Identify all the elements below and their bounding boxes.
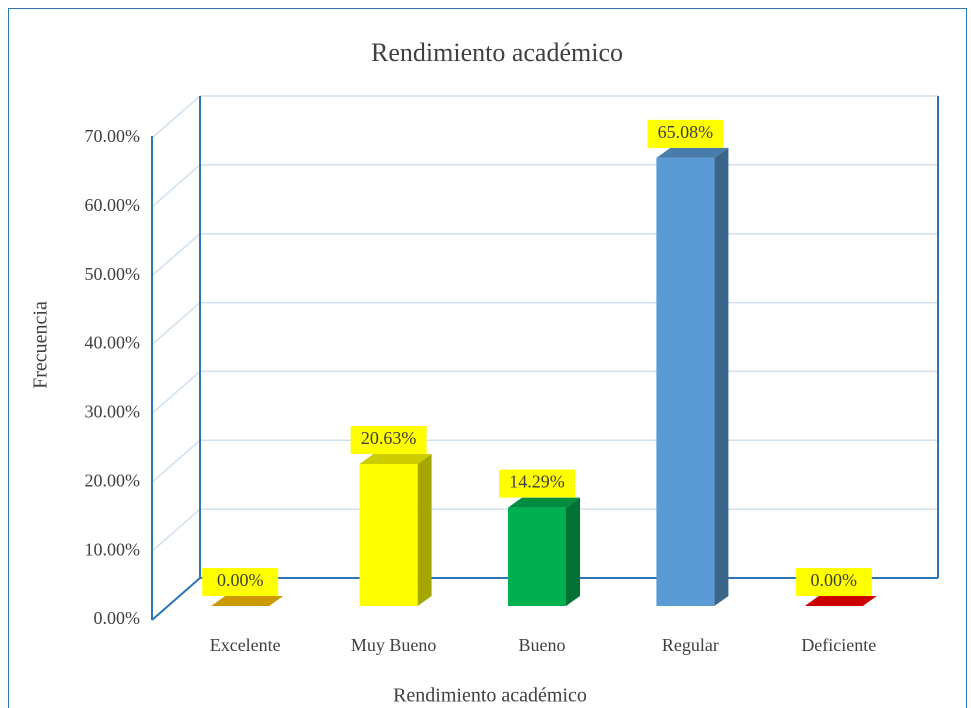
bar xyxy=(804,596,877,606)
bar-side xyxy=(417,453,432,606)
data-label: 0.00% xyxy=(217,570,264,590)
x-tick-label: Deficiente xyxy=(801,635,876,655)
data-label-box xyxy=(202,568,279,596)
x-tick-label: Regular xyxy=(662,635,719,655)
y-tick-label: 30.00% xyxy=(85,402,141,422)
bar-top xyxy=(359,453,432,464)
x-tick-label: Muy Bueno xyxy=(351,635,437,655)
bar-front xyxy=(508,507,566,606)
x-tick-label: Excelente xyxy=(210,635,281,655)
data-label: 65.08% xyxy=(658,122,714,142)
bar xyxy=(508,497,580,606)
data-label-box xyxy=(647,119,724,148)
bar-top xyxy=(656,147,729,158)
grid-line xyxy=(151,301,938,346)
y-tick-label: 50.00% xyxy=(85,264,141,284)
bar-top xyxy=(804,596,877,606)
grid-line xyxy=(151,164,938,208)
bar-side xyxy=(566,497,580,606)
axis-line xyxy=(151,577,201,621)
bar xyxy=(359,453,432,606)
bar-side xyxy=(714,147,729,606)
x-axis-label: Rendimiento académico xyxy=(393,685,587,707)
chart-frame xyxy=(8,8,967,708)
y-tick-label: 0.00% xyxy=(94,608,141,628)
bar-top xyxy=(211,596,284,606)
bar-top xyxy=(508,497,580,508)
y-tick-label: 60.00% xyxy=(85,195,141,215)
bar-front xyxy=(359,463,418,606)
y-axis-label: Frecuencia xyxy=(30,301,52,389)
data-label-box xyxy=(795,568,872,596)
bar xyxy=(656,147,729,606)
grid-line xyxy=(151,370,938,414)
data-label-box xyxy=(499,469,575,498)
grid-line xyxy=(151,95,938,139)
x-tick-label: Bueno xyxy=(519,635,566,655)
chart-title: Rendimiento académico xyxy=(371,38,623,67)
data-label-box xyxy=(350,425,427,454)
data-label: 14.29% xyxy=(509,472,565,492)
y-tick-label: 70.00% xyxy=(85,126,141,146)
data-label: 20.63% xyxy=(361,428,417,448)
y-tick-label: 10.00% xyxy=(85,539,141,559)
data-label: 0.00% xyxy=(811,570,858,590)
y-tick-label: 20.00% xyxy=(85,470,141,490)
y-tick-label: 40.00% xyxy=(85,333,141,353)
bar xyxy=(211,596,284,606)
bar-front xyxy=(656,157,715,606)
grid-line xyxy=(151,232,938,277)
